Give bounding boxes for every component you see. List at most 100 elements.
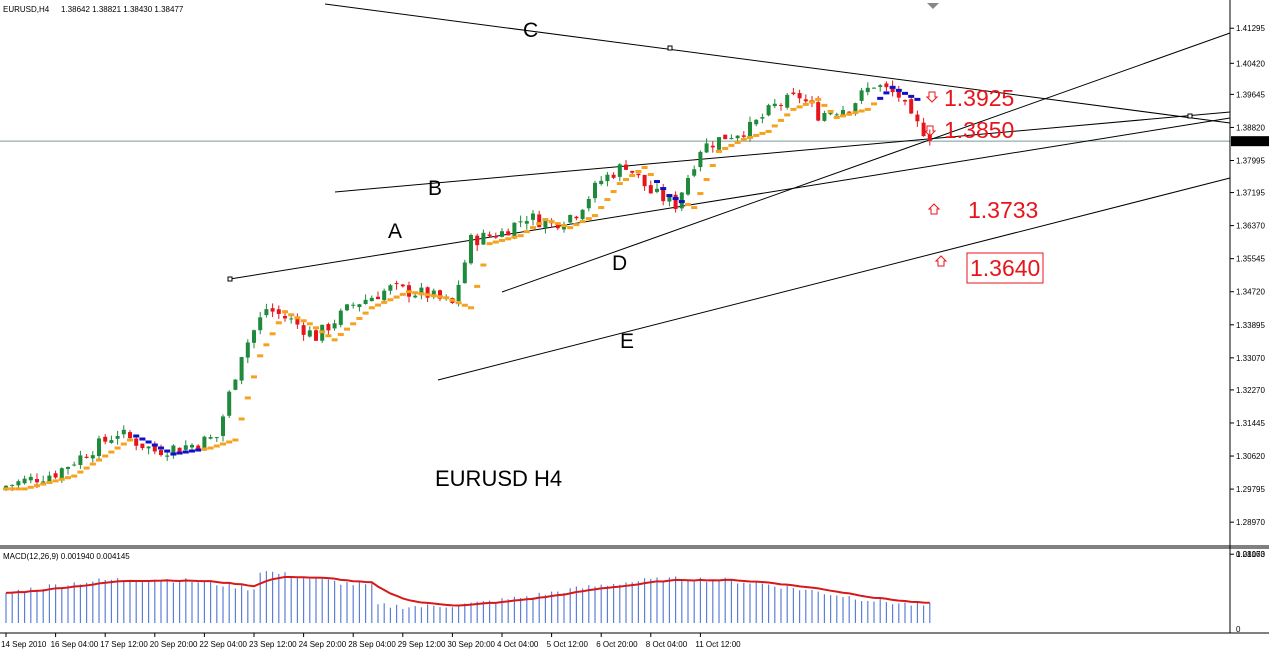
trendline-label-b: B bbox=[428, 177, 442, 200]
signal-segment bbox=[269, 332, 276, 336]
candle-body bbox=[524, 221, 529, 224]
signal-segment bbox=[846, 112, 853, 116]
candle-body bbox=[723, 134, 728, 140]
signal-segment bbox=[176, 451, 183, 455]
signal-segment bbox=[821, 103, 828, 107]
trendline-c bbox=[324, 3, 1231, 124]
signal-segment bbox=[151, 443, 158, 447]
signal-segment bbox=[325, 334, 332, 338]
candle-body bbox=[648, 185, 653, 194]
candle-body bbox=[500, 231, 504, 237]
signal-segment bbox=[883, 91, 890, 95]
x-tick-label: 5 Oct 12:00 bbox=[547, 640, 589, 649]
x-tick-label: 29 Sep 12:00 bbox=[398, 640, 446, 649]
candle-body bbox=[35, 479, 39, 483]
candle-body bbox=[760, 117, 765, 119]
signal-segment bbox=[455, 301, 462, 305]
chart-ohlc: 1.38642 1.38821 1.38430 1.38477 bbox=[61, 5, 184, 14]
signal-segment bbox=[449, 298, 456, 302]
candle-body bbox=[233, 379, 238, 390]
candle-body bbox=[326, 324, 331, 331]
signal-segment bbox=[759, 131, 766, 135]
signal-segment bbox=[802, 102, 809, 106]
candle-body bbox=[822, 113, 827, 121]
candle-body bbox=[884, 83, 889, 88]
candle-body bbox=[754, 119, 759, 125]
signal-segment bbox=[474, 284, 481, 288]
signal-segment bbox=[567, 226, 574, 230]
y-tick-label: 1.41295 bbox=[1236, 24, 1265, 33]
signal-segment bbox=[809, 100, 815, 104]
signal-segment bbox=[27, 485, 34, 489]
candle-body bbox=[78, 455, 83, 465]
signal-segment bbox=[889, 85, 896, 89]
candle-body bbox=[84, 456, 89, 458]
candle-body bbox=[661, 189, 666, 202]
candle-body bbox=[816, 102, 821, 121]
x-tick-label: 22 Sep 04:00 bbox=[199, 640, 247, 649]
x-tick-label: 17 Sep 12:00 bbox=[100, 640, 148, 649]
candle-body bbox=[159, 450, 163, 456]
signal-segment bbox=[579, 220, 586, 224]
candle-body bbox=[469, 234, 473, 264]
candle-body bbox=[28, 476, 33, 481]
x-tick-label: 23 Sep 12:00 bbox=[249, 640, 297, 649]
y-tick-label: 1.38820 bbox=[1236, 123, 1265, 132]
level-label-4: 1.3640 bbox=[970, 255, 1040, 281]
candle-body bbox=[134, 438, 139, 446]
candle-body bbox=[903, 100, 907, 102]
trendline-d bbox=[501, 32, 1231, 293]
signal-segment bbox=[852, 111, 859, 115]
signal-segment bbox=[77, 470, 84, 474]
signal-segment bbox=[716, 149, 722, 153]
candle-body bbox=[735, 135, 740, 139]
candle-body bbox=[686, 177, 690, 195]
candle-body bbox=[605, 174, 610, 182]
candle-body bbox=[438, 290, 442, 299]
signal-segment bbox=[381, 300, 388, 304]
candle-body bbox=[357, 304, 362, 308]
candle-body bbox=[611, 174, 616, 178]
candle-body bbox=[921, 122, 926, 137]
signal-segment bbox=[815, 97, 822, 101]
signal-segment bbox=[908, 94, 915, 98]
x-tick-label: 30 Sep 20:00 bbox=[447, 640, 495, 649]
candle-body bbox=[909, 99, 914, 114]
signal-segment bbox=[468, 306, 474, 310]
signal-segment bbox=[747, 135, 753, 139]
signal-segment bbox=[89, 462, 96, 466]
candle-body bbox=[865, 87, 870, 93]
signal-segment bbox=[722, 146, 729, 150]
x-tick-label: 4 Oct 04:00 bbox=[497, 640, 539, 649]
candle-body bbox=[72, 464, 77, 466]
signal-segment bbox=[257, 354, 264, 358]
macd-tick-label: 0.01063 bbox=[1236, 550, 1265, 559]
candle-body bbox=[394, 283, 399, 285]
candle-body bbox=[791, 92, 796, 95]
candle-body bbox=[512, 222, 517, 238]
signal-segment bbox=[189, 449, 195, 453]
level-label-2: 1.3850 bbox=[944, 117, 1014, 143]
candle-body bbox=[655, 188, 659, 192]
y-tick-label: 1.28170 bbox=[1236, 550, 1265, 559]
signal-segment bbox=[610, 190, 617, 194]
candle-body bbox=[295, 318, 300, 325]
candle-body bbox=[307, 330, 312, 337]
signal-segment bbox=[368, 306, 375, 310]
candle-body bbox=[152, 444, 157, 452]
candle-body bbox=[400, 284, 405, 287]
signal-segment bbox=[40, 482, 47, 486]
candle-body bbox=[642, 174, 647, 187]
signal-segment bbox=[120, 442, 127, 446]
signal-segment bbox=[375, 303, 381, 307]
candle-body bbox=[766, 105, 771, 116]
signal-segment bbox=[331, 338, 338, 342]
signal-segment bbox=[387, 298, 394, 302]
candle-body bbox=[221, 416, 225, 436]
trendline-label-d: D bbox=[612, 252, 627, 275]
signal-segment bbox=[641, 166, 648, 170]
x-tick-label: 16 Sep 04:00 bbox=[51, 640, 99, 649]
candle-body bbox=[22, 478, 27, 484]
candle-body bbox=[301, 325, 306, 335]
candle-body bbox=[276, 309, 281, 314]
